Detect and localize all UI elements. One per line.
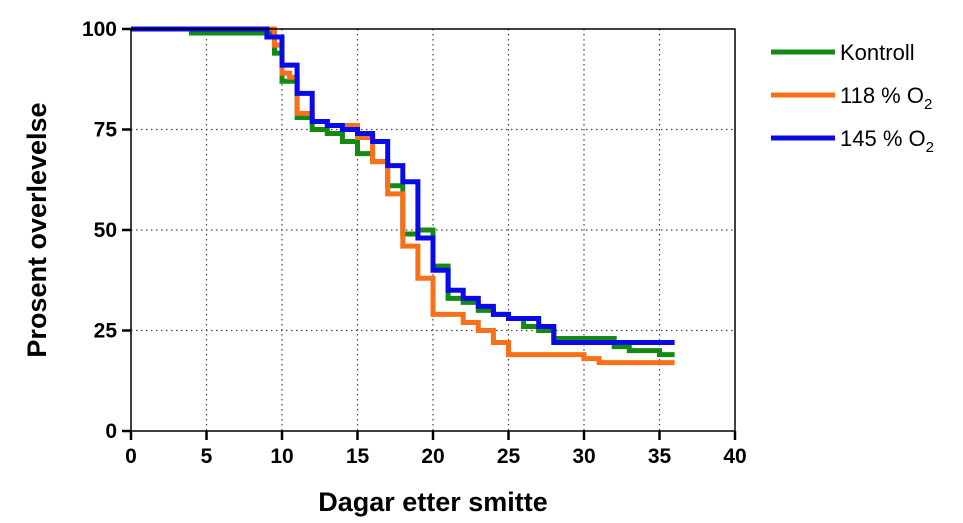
y-tick-label: 100 <box>82 18 117 41</box>
x-tick-label: 0 <box>125 445 137 468</box>
y-tick-label: 0 <box>105 420 117 443</box>
x-tick-label: 25 <box>497 445 521 468</box>
y-tick-label: 50 <box>94 219 117 242</box>
x-tick-label: 30 <box>572 445 595 468</box>
legend-label-1: 118 % O2 <box>840 83 932 113</box>
x-tick-label: 40 <box>723 445 746 468</box>
series-lines <box>131 26 675 366</box>
tick-labels: 0 5 10 15 20 25 30 35 40 0 25 50 75 100 <box>82 18 747 468</box>
x-axis-title: Dagar etter smitte <box>318 487 548 517</box>
legend-label-0: Kontroll <box>840 40 915 65</box>
legend-label-2: 145 % O2 <box>840 126 934 156</box>
axes <box>122 27 737 440</box>
y-axis-title: Prosent overlevelse <box>22 102 52 357</box>
series-line-2 <box>131 26 675 346</box>
x-tick-label: 20 <box>421 445 444 468</box>
x-tick-label: 35 <box>648 445 672 468</box>
x-tick-label: 15 <box>346 445 370 468</box>
series-line-1 <box>131 26 675 366</box>
y-tick-label: 25 <box>94 320 118 343</box>
x-tick-label: 5 <box>201 445 213 468</box>
x-tick-label: 10 <box>270 445 293 468</box>
legend: Kontroll 118 % O2 145 % O2 <box>771 40 934 156</box>
y-tick-label: 75 <box>94 119 118 142</box>
